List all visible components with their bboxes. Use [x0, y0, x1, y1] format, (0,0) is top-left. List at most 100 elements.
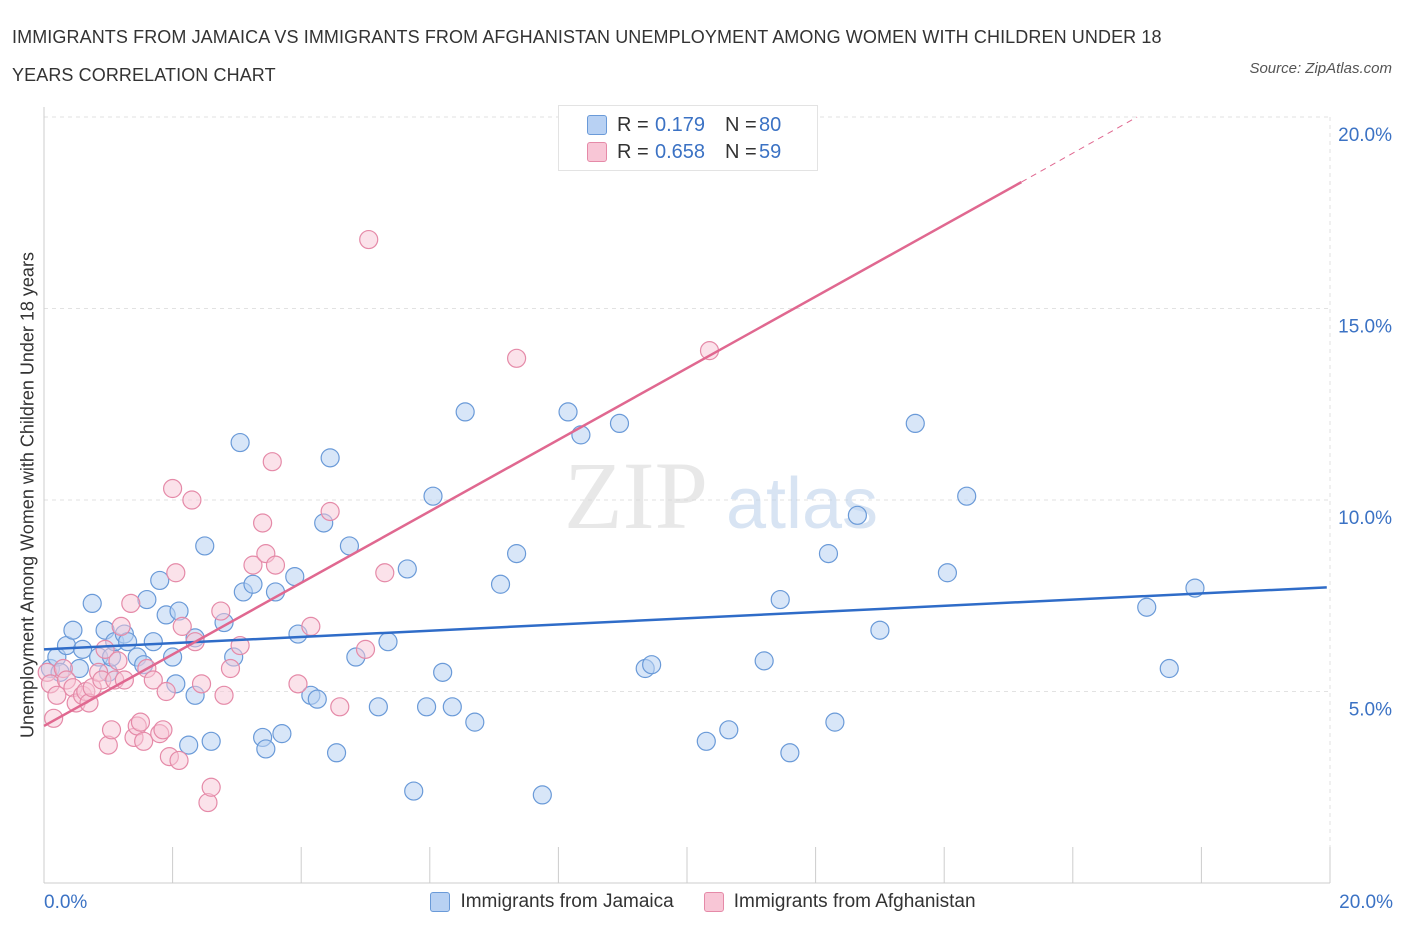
- jamaica-point: [558, 402, 578, 422]
- y-tick-label: 5.0%: [1349, 700, 1392, 721]
- r-value: 0.179: [655, 113, 706, 136]
- r-label: R =: [617, 113, 649, 136]
- jamaica-point: [719, 720, 739, 740]
- jamaica-point: [82, 593, 102, 614]
- afghanistan-point: [355, 639, 376, 659]
- r-label: R =: [617, 140, 649, 163]
- afghanistan-point: [220, 658, 241, 679]
- afghanistan-point: [214, 685, 234, 705]
- afghanistan-point: [253, 513, 273, 533]
- jamaica-point: [143, 632, 163, 652]
- jamaica-point: [150, 570, 170, 591]
- series-legend: Immigrants from Jamaica Immigrants from …: [0, 888, 1406, 916]
- jamaica-point: [780, 743, 800, 763]
- afghanistan-point: [507, 348, 527, 368]
- y-tick-label: 15.0%: [1338, 317, 1392, 338]
- y-axis-label: Unemployment Among Women with Children U…: [17, 252, 38, 738]
- jamaica-point: [642, 655, 662, 675]
- watermark-atlas: atlas: [726, 464, 878, 544]
- n-label: N =: [725, 140, 757, 163]
- jamaica-point: [433, 662, 453, 682]
- afghanistan-point: [169, 750, 189, 771]
- jamaica-point: [195, 536, 215, 556]
- afghanistan-point: [166, 563, 186, 583]
- afghanistan-point: [301, 616, 321, 636]
- chart-title: IMMIGRANTS FROM JAMAICA VS IMMIGRANTS FR…: [12, 27, 1162, 85]
- watermark-zip: ZIP: [564, 442, 708, 549]
- jamaica-point: [397, 559, 417, 579]
- afghanistan-point: [182, 490, 202, 510]
- afghanistan-point: [172, 616, 192, 636]
- n-value: 80: [759, 113, 782, 136]
- jamaica-point: [870, 620, 890, 640]
- jamaica-point: [368, 697, 388, 717]
- r-value: 0.658: [655, 140, 706, 163]
- trend-lines: [43, 116, 1327, 728]
- jamaica-point: [63, 620, 83, 640]
- jamaica-point: [72, 639, 93, 659]
- afghanistan-point: [211, 601, 231, 621]
- watermark: ZIP atlas: [564, 442, 878, 549]
- jamaica-point: [818, 544, 839, 564]
- jamaica-swatch: [430, 892, 451, 912]
- afghanistan-point: [130, 712, 151, 732]
- afghanistan-point: [111, 616, 131, 636]
- afghanistan-point: [359, 229, 379, 250]
- jamaica-point: [957, 486, 977, 506]
- n-label: N =: [725, 113, 757, 136]
- afghanistan-point: [121, 593, 141, 614]
- jamaica-point: [609, 413, 630, 433]
- legend-label-afghanistan: Immigrants from Afghanistan: [733, 891, 976, 912]
- n-value: 59: [759, 140, 782, 163]
- jamaica-point: [532, 785, 552, 805]
- jamaica-point: [416, 697, 437, 717]
- afghanistan-point: [163, 478, 183, 499]
- jamaica-point: [326, 743, 347, 763]
- axes: [43, 107, 1331, 884]
- jamaica-point: [507, 544, 527, 564]
- legend-label-jamaica: Immigrants from Jamaica: [460, 891, 674, 912]
- jamaica-point: [465, 712, 485, 732]
- jamaica-point: [455, 402, 475, 422]
- afghanistan-point: [262, 452, 282, 472]
- jamaica-point: [243, 574, 263, 594]
- afghanistan-point: [201, 777, 221, 797]
- jamaica-point: [404, 781, 424, 801]
- afghanistan-point: [288, 674, 308, 694]
- jamaica-point: [320, 448, 340, 468]
- jamaica-trend-line: [43, 586, 1327, 651]
- jamaica-point: [442, 697, 462, 717]
- afghanistan-point: [330, 697, 350, 717]
- legend-row-afghanistan: R = 0.658 N = 59: [587, 139, 781, 165]
- afghanistan-trend-extension: [1021, 116, 1138, 183]
- jamaica-point: [847, 505, 867, 525]
- jamaica-point: [490, 574, 511, 594]
- jamaica-point: [137, 589, 157, 610]
- jamaica-point: [770, 589, 790, 610]
- jamaica-swatch: [587, 115, 607, 135]
- jamaica-point: [905, 413, 925, 433]
- jamaica-point: [230, 432, 250, 453]
- legend-row-jamaica: R = 0.179 N = 80: [587, 112, 781, 138]
- source-label: Source: ZipAtlas.com: [1249, 60, 1392, 77]
- afghanistan-point: [153, 720, 173, 740]
- legend-item-afghanistan: Immigrants from Afghanistan: [703, 891, 976, 913]
- jamaica-point: [1159, 658, 1179, 679]
- jamaica-point: [1137, 597, 1157, 617]
- jamaica-point: [423, 486, 443, 506]
- afghanistan-point: [143, 670, 163, 690]
- jamaica-point: [179, 735, 199, 755]
- jamaica-point: [272, 724, 292, 744]
- x-tick-label: 20.0%: [1339, 892, 1393, 913]
- afghanistan-points: [37, 229, 720, 813]
- y-tick-label: 10.0%: [1338, 508, 1392, 529]
- afghanistan-point: [47, 685, 67, 705]
- correlation-legend: R = 0.179 N = 80 R = 0.658 N = 59: [558, 105, 818, 171]
- afghanistan-swatch: [703, 892, 724, 912]
- afghanistan-point: [243, 555, 263, 575]
- afghanistan-point: [320, 501, 340, 522]
- legend-item-jamaica: Immigrants from Jamaica: [430, 891, 674, 913]
- afghanistan-point: [108, 651, 128, 671]
- jamaica-point: [201, 731, 221, 751]
- jamaica-point: [256, 739, 276, 759]
